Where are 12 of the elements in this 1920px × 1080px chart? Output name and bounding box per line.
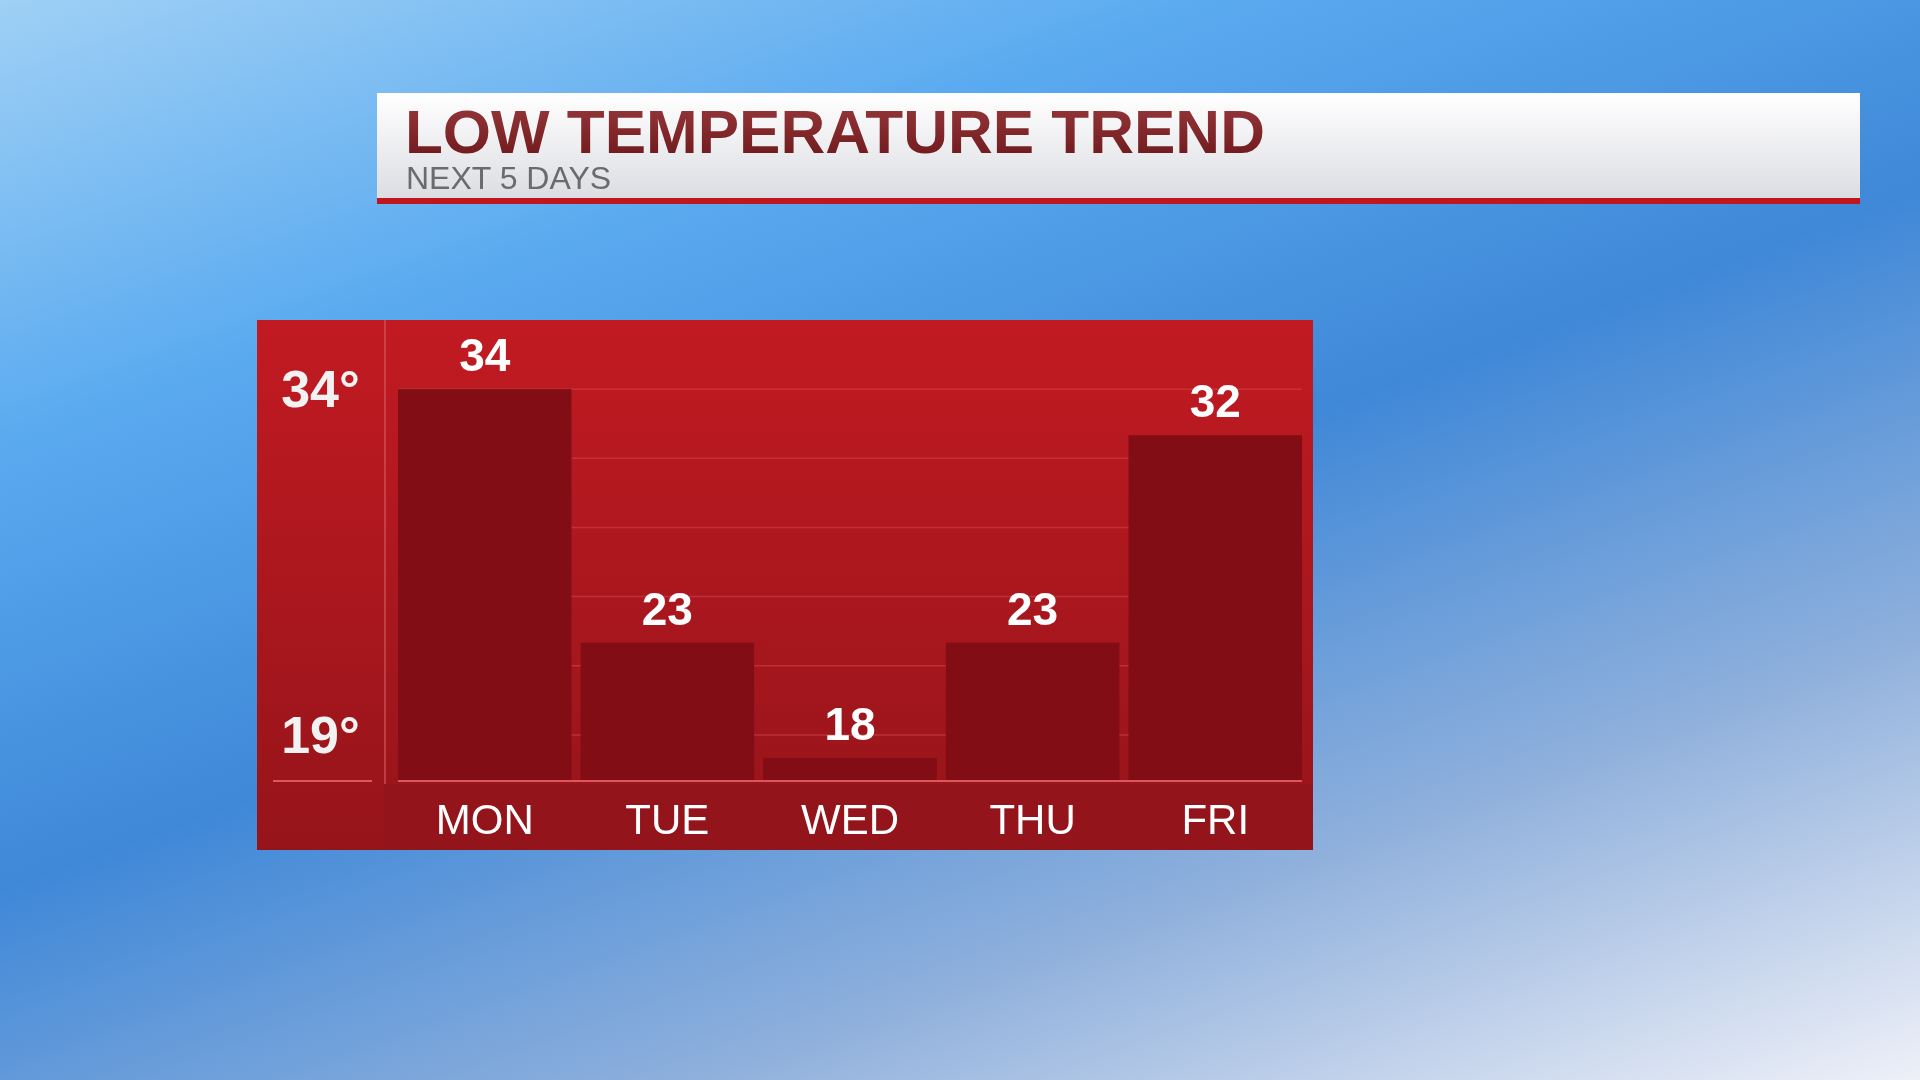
data-label: 23 bbox=[1007, 582, 1059, 635]
y-tick-label: 34° bbox=[281, 360, 360, 419]
x-tick-label: THU bbox=[989, 796, 1076, 844]
y-tick-label: 19° bbox=[281, 706, 360, 765]
x-tick-label: MON bbox=[435, 796, 534, 844]
data-label: 23 bbox=[641, 582, 693, 635]
x-tick-label: TUE bbox=[625, 796, 710, 844]
x-tick-label: WED bbox=[801, 796, 899, 844]
data-label: 32 bbox=[1189, 375, 1241, 428]
data-label: 34 bbox=[459, 329, 511, 382]
data-label: 18 bbox=[824, 697, 876, 750]
x-tick-label: FRI bbox=[1181, 796, 1250, 844]
